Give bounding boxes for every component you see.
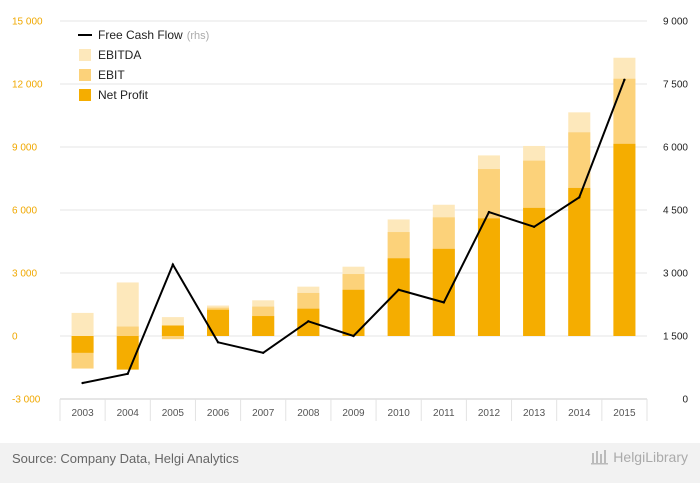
combo-chart: -3 000 0 0 1 500 3 000 3 000 6 000 4 500 9 000 6 … bbox=[12, 17, 688, 421]
free-cash-flow-point bbox=[442, 301, 446, 304]
ebitda-bar bbox=[116, 282, 139, 336]
free-cash-flow-point bbox=[261, 351, 265, 354]
legend-swatch bbox=[79, 89, 91, 101]
y-axis-tick-label: 0 bbox=[12, 332, 18, 343]
y-axis-tick-label: 15 000 bbox=[12, 17, 43, 28]
free-cash-flow-point bbox=[352, 334, 355, 338]
legend-note: (rhs) bbox=[187, 30, 210, 42]
net-profit-bar bbox=[161, 325, 184, 336]
net-profit-bar bbox=[523, 207, 546, 336]
y-axis-tick-label: 3 000 bbox=[12, 269, 37, 280]
x-axis-tick-label: 2003 bbox=[71, 408, 94, 419]
library-icon bbox=[591, 450, 609, 465]
logo-text: HelgiLibrary bbox=[613, 449, 688, 465]
x-axis-tick-label: 2012 bbox=[478, 408, 501, 419]
source-note: Source: Company Data, Helgi Analytics bbox=[12, 451, 239, 466]
legend-swatch bbox=[79, 49, 91, 61]
free-cash-flow-point bbox=[81, 381, 84, 385]
y-axis-tick-label: 9 000 bbox=[12, 143, 37, 154]
x-axis-tick-label: 2007 bbox=[252, 408, 275, 419]
free-cash-flow-point bbox=[307, 320, 310, 323]
y2-axis-tick-label: 0 bbox=[682, 395, 688, 406]
net-profit-bar bbox=[613, 143, 636, 336]
net-profit-bar bbox=[387, 258, 410, 336]
y2-axis-tick-label: 3 000 bbox=[663, 269, 688, 280]
free-cash-flow-point bbox=[578, 196, 581, 199]
free-cash-flow-point bbox=[532, 225, 536, 228]
net-profit-bar bbox=[568, 187, 591, 336]
free-cash-flow-point bbox=[216, 341, 220, 344]
x-axis-tick-label: 2008 bbox=[297, 408, 320, 419]
y2-axis-tick-label: 4 500 bbox=[663, 206, 688, 217]
y-axis-tick-label: 12 000 bbox=[12, 80, 43, 91]
ebitda-bar bbox=[71, 312, 94, 336]
x-axis-tick-label: 2006 bbox=[207, 408, 230, 419]
free-cash-flow-point bbox=[487, 210, 491, 214]
free-cash-flow-point bbox=[171, 263, 175, 266]
ebit-bar bbox=[161, 336, 184, 340]
legend-swatch bbox=[79, 69, 91, 81]
legend-label: EBITDA bbox=[98, 48, 141, 62]
y2-axis-tick-label: 9 000 bbox=[663, 17, 688, 28]
net-profit-bar bbox=[252, 316, 275, 336]
y-axis-tick-label: 6 000 bbox=[12, 206, 37, 217]
x-axis-tick-label: 2004 bbox=[117, 408, 140, 419]
free-cash-flow-point bbox=[397, 288, 400, 291]
legend-label: Free Cash Flow bbox=[98, 28, 183, 42]
x-axis-tick-label: 2013 bbox=[523, 408, 546, 419]
footer-bar bbox=[0, 443, 700, 483]
x-axis-tick-label: 2014 bbox=[568, 408, 591, 419]
y2-axis-tick-label: 1 500 bbox=[663, 332, 688, 343]
y2-axis-tick-label: 6 000 bbox=[663, 143, 688, 154]
y-axis-tick-label: -3 000 bbox=[12, 395, 41, 406]
net-profit-bar bbox=[342, 289, 365, 336]
helgi-library-logo: HelgiLibrary bbox=[591, 449, 688, 465]
x-axis-tick-label: 2015 bbox=[613, 408, 636, 419]
ebit-bar bbox=[116, 326, 139, 336]
x-axis-tick-label: 2010 bbox=[388, 408, 411, 419]
net-profit-bar bbox=[432, 248, 455, 336]
legend-label: EBIT bbox=[98, 68, 125, 82]
free-cash-flow-point bbox=[623, 78, 626, 82]
x-axis-tick-label: 2009 bbox=[342, 408, 365, 419]
x-axis-tick-label: 2011 bbox=[433, 408, 455, 419]
legend-label: Net Profit bbox=[98, 88, 149, 102]
y2-axis-tick-label: 7 500 bbox=[663, 80, 688, 91]
net-profit-bar bbox=[71, 336, 94, 353]
net-profit-bar bbox=[477, 218, 500, 336]
net-profit-bar bbox=[207, 309, 230, 336]
free-cash-flow-point bbox=[126, 372, 129, 375]
x-axis-tick-label: 2005 bbox=[162, 408, 185, 419]
